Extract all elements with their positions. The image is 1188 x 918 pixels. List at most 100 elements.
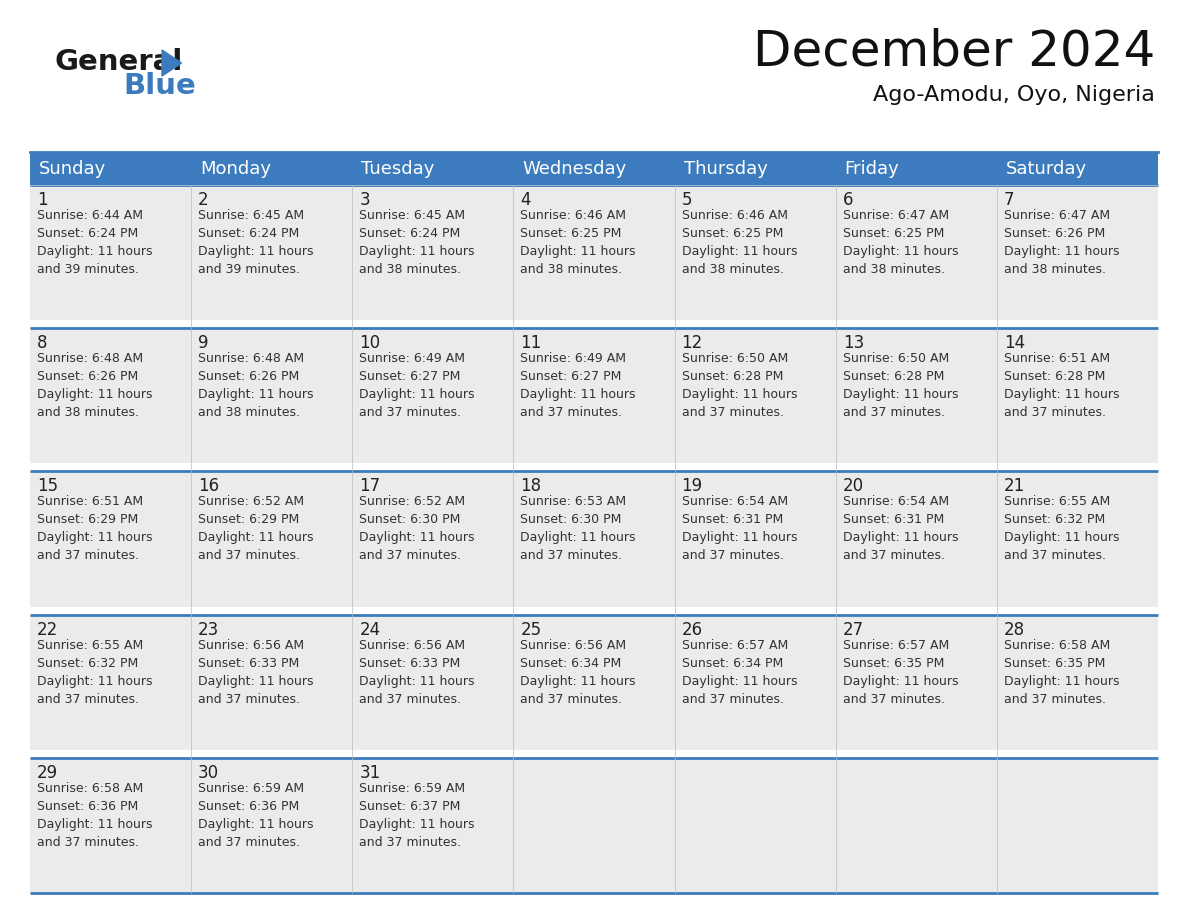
Bar [191, 152, 353, 185]
Text: Sunrise: 6:56 AM
Sunset: 6:33 PM
Daylight: 11 hours
and 37 minutes.: Sunrise: 6:56 AM Sunset: 6:33 PM Dayligh… [359, 639, 475, 706]
Bar [30, 329, 191, 464]
Text: Sunrise: 6:46 AM
Sunset: 6:25 PM
Daylight: 11 hours
and 38 minutes.: Sunrise: 6:46 AM Sunset: 6:25 PM Dayligh… [682, 209, 797, 276]
Bar [997, 185, 1158, 320]
Text: Sunrise: 6:48 AM
Sunset: 6:26 PM
Daylight: 11 hours
and 38 minutes.: Sunrise: 6:48 AM Sunset: 6:26 PM Dayligh… [198, 353, 314, 420]
Text: 1: 1 [37, 191, 48, 209]
Bar [30, 614, 191, 750]
Bar [997, 614, 1158, 750]
Text: 28: 28 [1004, 621, 1025, 639]
Text: Sunrise: 6:59 AM
Sunset: 6:36 PM
Daylight: 11 hours
and 37 minutes.: Sunrise: 6:59 AM Sunset: 6:36 PM Dayligh… [198, 782, 314, 849]
Text: Tuesday: Tuesday [361, 160, 435, 177]
Text: 15: 15 [37, 477, 58, 496]
Bar [997, 472, 1158, 607]
Text: Sunrise: 6:58 AM
Sunset: 6:35 PM
Daylight: 11 hours
and 37 minutes.: Sunrise: 6:58 AM Sunset: 6:35 PM Dayligh… [1004, 639, 1119, 706]
Bar [353, 329, 513, 464]
Text: 27: 27 [842, 621, 864, 639]
Text: 23: 23 [198, 621, 220, 639]
Text: Sunrise: 6:54 AM
Sunset: 6:31 PM
Daylight: 11 hours
and 37 minutes.: Sunrise: 6:54 AM Sunset: 6:31 PM Dayligh… [682, 496, 797, 563]
Bar [835, 614, 997, 750]
Bar [513, 614, 675, 750]
Text: Sunrise: 6:53 AM
Sunset: 6:30 PM
Daylight: 11 hours
and 37 minutes.: Sunrise: 6:53 AM Sunset: 6:30 PM Dayligh… [520, 496, 636, 563]
Text: Sunrise: 6:55 AM
Sunset: 6:32 PM
Daylight: 11 hours
and 37 minutes.: Sunrise: 6:55 AM Sunset: 6:32 PM Dayligh… [37, 639, 152, 706]
Bar [513, 757, 675, 893]
Bar [675, 185, 835, 320]
Text: Wednesday: Wednesday [523, 160, 627, 177]
Text: 16: 16 [198, 477, 220, 496]
Polygon shape [162, 50, 182, 76]
Text: 14: 14 [1004, 334, 1025, 353]
Text: Blue: Blue [124, 72, 196, 100]
Bar [675, 614, 835, 750]
Bar [191, 185, 353, 320]
Text: Sunrise: 6:50 AM
Sunset: 6:28 PM
Daylight: 11 hours
and 37 minutes.: Sunrise: 6:50 AM Sunset: 6:28 PM Dayligh… [682, 353, 797, 420]
Text: Sunrise: 6:49 AM
Sunset: 6:27 PM
Daylight: 11 hours
and 37 minutes.: Sunrise: 6:49 AM Sunset: 6:27 PM Dayligh… [520, 353, 636, 420]
Text: December 2024: December 2024 [753, 28, 1155, 76]
Bar [835, 757, 997, 893]
Bar [191, 757, 353, 893]
Bar [513, 329, 675, 464]
Text: 10: 10 [359, 334, 380, 353]
Text: 2: 2 [198, 191, 209, 209]
Text: Sunrise: 6:56 AM
Sunset: 6:34 PM
Daylight: 11 hours
and 37 minutes.: Sunrise: 6:56 AM Sunset: 6:34 PM Dayligh… [520, 639, 636, 706]
Text: Sunrise: 6:50 AM
Sunset: 6:28 PM
Daylight: 11 hours
and 37 minutes.: Sunrise: 6:50 AM Sunset: 6:28 PM Dayligh… [842, 353, 959, 420]
Text: Sunrise: 6:57 AM
Sunset: 6:34 PM
Daylight: 11 hours
and 37 minutes.: Sunrise: 6:57 AM Sunset: 6:34 PM Dayligh… [682, 639, 797, 706]
Bar [30, 472, 191, 607]
Bar [513, 185, 675, 320]
Text: Sunrise: 6:49 AM
Sunset: 6:27 PM
Daylight: 11 hours
and 37 minutes.: Sunrise: 6:49 AM Sunset: 6:27 PM Dayligh… [359, 353, 475, 420]
Text: Saturday: Saturday [1006, 160, 1087, 177]
Text: Sunrise: 6:55 AM
Sunset: 6:32 PM
Daylight: 11 hours
and 37 minutes.: Sunrise: 6:55 AM Sunset: 6:32 PM Dayligh… [1004, 496, 1119, 563]
Text: Ago-Amodu, Oyo, Nigeria: Ago-Amodu, Oyo, Nigeria [873, 85, 1155, 105]
Bar [191, 614, 353, 750]
Text: Sunrise: 6:56 AM
Sunset: 6:33 PM
Daylight: 11 hours
and 37 minutes.: Sunrise: 6:56 AM Sunset: 6:33 PM Dayligh… [198, 639, 314, 706]
Text: Sunrise: 6:52 AM
Sunset: 6:29 PM
Daylight: 11 hours
and 37 minutes.: Sunrise: 6:52 AM Sunset: 6:29 PM Dayligh… [198, 496, 314, 563]
Text: 8: 8 [37, 334, 48, 353]
Text: 24: 24 [359, 621, 380, 639]
Text: Sunrise: 6:45 AM
Sunset: 6:24 PM
Daylight: 11 hours
and 38 minutes.: Sunrise: 6:45 AM Sunset: 6:24 PM Dayligh… [359, 209, 475, 276]
Text: 5: 5 [682, 191, 693, 209]
Bar [353, 185, 513, 320]
Text: 4: 4 [520, 191, 531, 209]
Bar [675, 757, 835, 893]
Text: 9: 9 [198, 334, 209, 353]
Bar [513, 472, 675, 607]
Bar [353, 152, 513, 185]
Text: 13: 13 [842, 334, 864, 353]
Text: 17: 17 [359, 477, 380, 496]
Text: 6: 6 [842, 191, 853, 209]
Text: Sunrise: 6:54 AM
Sunset: 6:31 PM
Daylight: 11 hours
and 37 minutes.: Sunrise: 6:54 AM Sunset: 6:31 PM Dayligh… [842, 496, 959, 563]
Text: Sunday: Sunday [39, 160, 106, 177]
Text: 19: 19 [682, 477, 702, 496]
Bar [353, 614, 513, 750]
Bar [675, 329, 835, 464]
Text: 21: 21 [1004, 477, 1025, 496]
Text: Sunrise: 6:59 AM
Sunset: 6:37 PM
Daylight: 11 hours
and 37 minutes.: Sunrise: 6:59 AM Sunset: 6:37 PM Dayligh… [359, 782, 475, 849]
Bar [835, 152, 997, 185]
Text: 25: 25 [520, 621, 542, 639]
Bar [997, 152, 1158, 185]
Bar [835, 329, 997, 464]
Text: 20: 20 [842, 477, 864, 496]
Text: 22: 22 [37, 621, 58, 639]
Text: Sunrise: 6:45 AM
Sunset: 6:24 PM
Daylight: 11 hours
and 39 minutes.: Sunrise: 6:45 AM Sunset: 6:24 PM Dayligh… [198, 209, 314, 276]
Text: 31: 31 [359, 764, 380, 782]
Text: 7: 7 [1004, 191, 1015, 209]
Bar [353, 472, 513, 607]
Text: Sunrise: 6:48 AM
Sunset: 6:26 PM
Daylight: 11 hours
and 38 minutes.: Sunrise: 6:48 AM Sunset: 6:26 PM Dayligh… [37, 353, 152, 420]
Bar [353, 757, 513, 893]
Bar [30, 185, 191, 320]
Bar [191, 472, 353, 607]
Text: 12: 12 [682, 334, 703, 353]
Text: 11: 11 [520, 334, 542, 353]
Bar [513, 152, 675, 185]
Bar [997, 329, 1158, 464]
Text: Sunrise: 6:47 AM
Sunset: 6:25 PM
Daylight: 11 hours
and 38 minutes.: Sunrise: 6:47 AM Sunset: 6:25 PM Dayligh… [842, 209, 959, 276]
Bar [835, 472, 997, 607]
Bar [675, 152, 835, 185]
Bar [191, 329, 353, 464]
Bar [997, 757, 1158, 893]
Text: Sunrise: 6:57 AM
Sunset: 6:35 PM
Daylight: 11 hours
and 37 minutes.: Sunrise: 6:57 AM Sunset: 6:35 PM Dayligh… [842, 639, 959, 706]
Text: Sunrise: 6:46 AM
Sunset: 6:25 PM
Daylight: 11 hours
and 38 minutes.: Sunrise: 6:46 AM Sunset: 6:25 PM Dayligh… [520, 209, 636, 276]
Bar [675, 472, 835, 607]
Text: Sunrise: 6:51 AM
Sunset: 6:29 PM
Daylight: 11 hours
and 37 minutes.: Sunrise: 6:51 AM Sunset: 6:29 PM Dayligh… [37, 496, 152, 563]
Text: Monday: Monday [200, 160, 271, 177]
